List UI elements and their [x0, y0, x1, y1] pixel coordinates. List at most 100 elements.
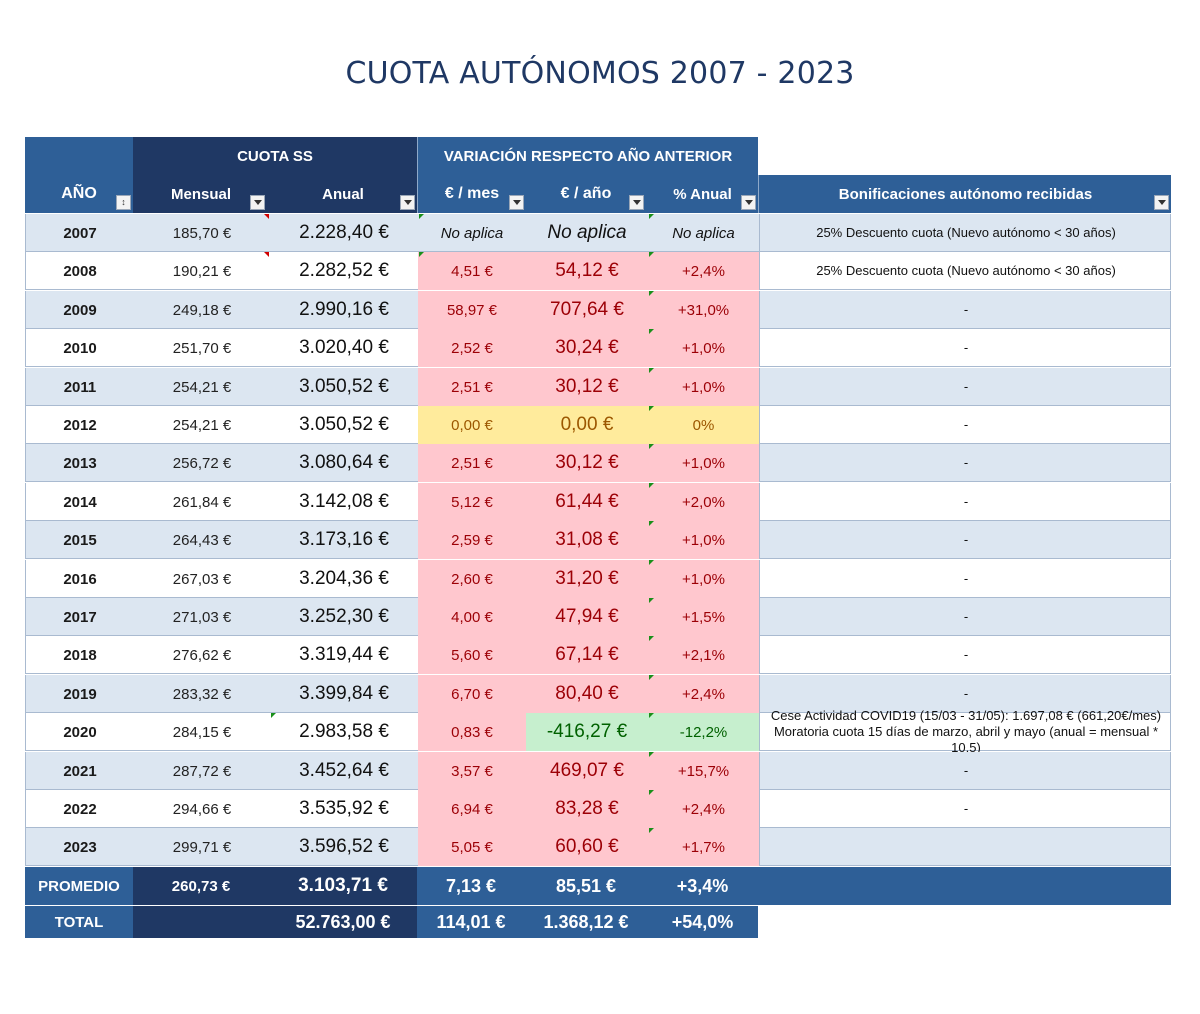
cell-var-mes: 0,00 €: [418, 406, 526, 444]
col-header-anual[interactable]: Anual: [269, 175, 417, 213]
cell-comment-indicator: [419, 252, 424, 257]
cell-var-mes: 2,51 €: [418, 368, 526, 406]
col-header-pct[interactable]: % Anual: [647, 175, 758, 213]
table-row: 2017 271,03 € 3.252,30 € 4,00 €47,94 € +1,5%…: [25, 598, 1171, 636]
cell-var-pct: +2,4%: [648, 252, 759, 290]
col-header-ano[interactable]: AÑO: [25, 175, 133, 213]
cell-mensual: 261,84 €: [172, 493, 232, 511]
cell-var-ano: 83,28 €: [526, 790, 648, 828]
header-group-variacion: VARIACIÓN RESPECTO AÑO ANTERIOR: [417, 137, 758, 175]
cell-var-mes: 6,94 €: [418, 790, 526, 828]
cell-anual: 2.990,16 €: [299, 299, 389, 320]
cell-year: 2011: [63, 378, 97, 396]
total-row: TOTAL 52.763,00 € 114,01 € 1.368,12 € +5…: [25, 906, 758, 938]
cell-comment-indicator: [649, 444, 654, 449]
cell-mensual: 287,72 €: [172, 762, 232, 780]
cell-anual: 3.204,36 €: [299, 568, 389, 589]
cell-anual: 3.319,44 €: [299, 644, 389, 665]
cell-year: 2021: [63, 762, 97, 780]
filter-dropdown-eur-ano[interactable]: [629, 195, 644, 210]
total-vano: 1.368,12 €: [543, 911, 629, 932]
cell-year: 2014: [63, 493, 97, 511]
promedio-vano: 85,51 €: [555, 875, 617, 896]
cell-year: 2015: [63, 531, 97, 549]
cell-bonificacion: -: [759, 636, 1172, 674]
cell-year: 2018: [63, 646, 97, 664]
col-header-bonif[interactable]: Bonificaciones autónomo recibidas: [758, 175, 1171, 213]
cell-comment-indicator: [649, 675, 654, 680]
cell-bonificacion: -: [759, 560, 1172, 598]
cell-comment-indicator: [649, 713, 654, 718]
cell-mensual: 283,32 €: [172, 685, 232, 703]
cell-year: 2020: [63, 723, 97, 741]
cell-var-pct: -12,2%: [648, 713, 759, 751]
promedio-label: PROMEDIO: [38, 877, 120, 895]
col-header-eur-mes[interactable]: € / mes: [417, 175, 525, 213]
table-row: 2018 276,62 € 3.319,44 € 5,60 €67,14 € +2,1%…: [25, 636, 1171, 674]
cell-bonificacion: -: [759, 483, 1172, 521]
col-header-mensual[interactable]: Mensual: [133, 175, 269, 213]
cell-var-ano: 67,14 €: [526, 636, 648, 674]
cell-var-pct: +1,7%: [648, 828, 759, 866]
cell-mensual: 271,03 €: [172, 608, 232, 626]
table-row: 2011 254,21 € 3.050,52 € 2,51 €30,12 € +1,0%…: [25, 368, 1171, 406]
cell-var-mes: 58,97 €: [418, 291, 526, 329]
filter-dropdown-pct[interactable]: [741, 195, 756, 210]
cell-bonificacion: -: [759, 368, 1172, 406]
cell-var-mes: 2,59 €: [418, 521, 526, 559]
cell-var-mes: No aplica: [440, 224, 504, 242]
cell-var-ano: 80,40 €: [526, 675, 648, 713]
cell-mensual: 190,21 €: [172, 262, 232, 280]
table-row: 2007 185,70 € 2.228,40 € No aplica No aplica…: [25, 214, 1171, 252]
table-row: 2021 287,72 € 3.452,64 € 3,57 €469,07 € +15,…: [25, 752, 1171, 790]
cell-comment-indicator: [419, 214, 424, 219]
cell-var-ano: 30,24 €: [526, 329, 648, 367]
cell-mensual: 299,71 €: [172, 838, 232, 856]
cell-var-mes: 5,60 €: [418, 636, 526, 674]
cell-var-pct: +31,0%: [648, 291, 759, 329]
cell-var-pct: +1,0%: [648, 521, 759, 559]
cell-bonificacion: -: [759, 521, 1172, 559]
cell-anual: 3.142,08 €: [299, 491, 389, 512]
col-header-bonif-label: Bonificaciones autónomo recibidas: [838, 185, 1093, 203]
cell-var-ano: 60,60 €: [526, 828, 648, 866]
col-header-ano-label: AÑO: [61, 185, 97, 202]
cell-var-mes: 5,05 €: [418, 828, 526, 866]
cell-year: 2017: [63, 608, 97, 626]
cell-comment-indicator: [271, 713, 276, 718]
filter-dropdown-eur-mes[interactable]: [509, 195, 524, 210]
promedio-vmes: 7,13 €: [445, 875, 497, 896]
cell-anual: 2.983,58 €: [299, 721, 389, 742]
cell-var-pct: +2,0%: [648, 483, 759, 521]
table-row: 2009 249,18 € 2.990,16 € 58,97 €707,64 € +31…: [25, 291, 1171, 329]
cell-mensual: 254,21 €: [172, 378, 232, 396]
filter-dropdown-mensual[interactable]: [250, 195, 265, 210]
cell-mensual: 294,66 €: [172, 800, 232, 818]
cell-anual: 3.252,30 €: [299, 606, 389, 627]
cell-var-ano: 469,07 €: [526, 752, 648, 790]
col-header-eur-ano[interactable]: € / año: [525, 175, 647, 213]
cell-bonificacion: -: [759, 675, 1172, 713]
filter-dropdown-ano[interactable]: [116, 195, 131, 210]
cell-bonificacion: 25% Descuento cuota (Nuevo autónomo < 30…: [759, 214, 1172, 252]
table-row: 2014 261,84 € 3.142,08 € 5,12 €61,44 € +2,0%…: [25, 483, 1171, 521]
cell-note-indicator: [264, 252, 269, 257]
cell-var-pct: +15,7%: [648, 752, 759, 790]
cell-anual: 3.452,64 €: [299, 760, 389, 781]
total-vmes: 114,01 €: [436, 911, 506, 932]
cell-comment-indicator: [649, 291, 654, 296]
cell-mensual: 264,43 €: [172, 531, 232, 549]
cell-var-pct: +1,0%: [648, 368, 759, 406]
cell-bonificacion: -: [759, 291, 1172, 329]
cell-var-pct: +1,0%: [648, 560, 759, 598]
cell-var-mes: 5,12 €: [418, 483, 526, 521]
cell-mensual: 276,62 €: [172, 646, 232, 664]
cell-anual: 3.535,92 €: [299, 798, 389, 819]
cell-var-ano: 31,20 €: [526, 560, 648, 598]
total-anual: 52.763,00 €: [269, 906, 417, 938]
filter-dropdown-anual[interactable]: [400, 195, 415, 210]
filter-dropdown-bonif[interactable]: [1154, 195, 1169, 210]
cell-mensual: 256,72 €: [172, 454, 232, 472]
cell-year: 2013: [63, 454, 97, 472]
cell-var-mes: 4,00 €: [418, 598, 526, 636]
